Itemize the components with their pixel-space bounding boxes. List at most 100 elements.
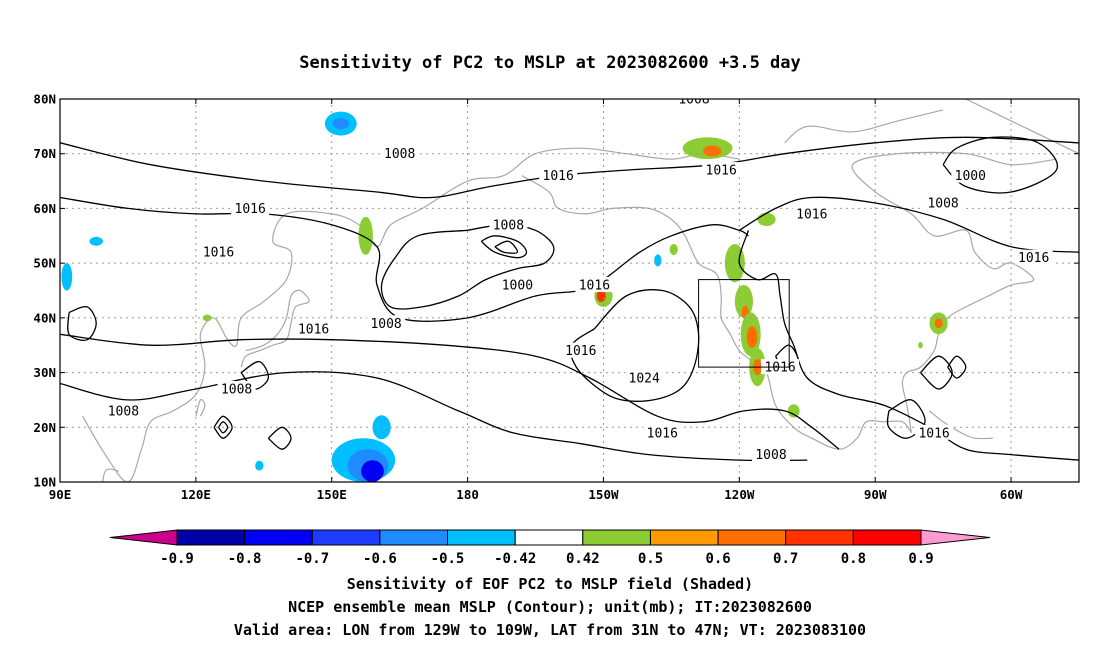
sensitivity-blob bbox=[654, 254, 662, 267]
contour-labels: 1008 1008 1016 1016 1000 1008 1016 1008 1016 1016… bbox=[104, 93, 1053, 463]
sensitivity-blob bbox=[372, 415, 391, 440]
contour-label: 1016 bbox=[764, 361, 795, 376]
colorbar-bin bbox=[514, 529, 584, 546]
colorbar-bin bbox=[582, 529, 651, 546]
colorbar-bin bbox=[379, 529, 448, 546]
colorbar-bin bbox=[717, 529, 787, 546]
colorbar-tick-label: 0.8 bbox=[841, 551, 866, 567]
mslp-contour bbox=[213, 415, 233, 439]
colorbar-bin bbox=[311, 529, 381, 546]
sensitivity-blob bbox=[202, 314, 212, 322]
contour-label: 1024 bbox=[629, 372, 660, 387]
contour-label: 1016 bbox=[543, 169, 574, 184]
contour-label: 1016 bbox=[579, 279, 610, 294]
contour-label-bg bbox=[924, 195, 963, 210]
mslp-contour bbox=[60, 371, 808, 462]
x-tick-label: 60W bbox=[1000, 487, 1023, 502]
contour-label: 1016 bbox=[298, 322, 329, 337]
contour-label-bg bbox=[217, 381, 256, 396]
contour-label: 1016 bbox=[1018, 251, 1049, 266]
x-tick-label: 150W bbox=[588, 487, 619, 502]
contour-label-bg bbox=[104, 402, 143, 418]
mslp-contour bbox=[920, 355, 953, 390]
mslp-contour bbox=[217, 421, 229, 434]
colorbar-bin bbox=[785, 529, 854, 546]
colorbar-low-triangle bbox=[109, 529, 178, 546]
contour-label-bg bbox=[915, 424, 954, 440]
colorbar-bin bbox=[447, 529, 516, 546]
contour-label-bg bbox=[625, 370, 664, 385]
coastline bbox=[195, 398, 206, 417]
mslp-contour bbox=[60, 196, 749, 322]
x-tick-label: 120W bbox=[724, 487, 755, 502]
mslp-contour bbox=[60, 333, 840, 450]
colorbar-tick-label: 0.9 bbox=[908, 551, 933, 567]
coastline bbox=[240, 289, 310, 368]
colorbar-tick-label: -0.7 bbox=[295, 551, 329, 567]
mslp-contour bbox=[267, 426, 292, 450]
mslp-contour bbox=[569, 289, 700, 402]
contour-label-bg bbox=[675, 99, 713, 106]
mslp-contour bbox=[480, 235, 528, 259]
sensitivity-blob bbox=[358, 216, 373, 255]
contour-label-bg bbox=[539, 167, 578, 183]
contour-label-bg bbox=[792, 205, 831, 221]
contour-label: 1008 bbox=[221, 383, 252, 398]
contour-label: 1008 bbox=[755, 448, 786, 463]
x-tick-label: 90E bbox=[49, 487, 72, 502]
mslp-contour bbox=[942, 136, 1058, 194]
caption-line-3: Valid area: LON from 129W to 109W, LAT f… bbox=[234, 621, 866, 639]
y-tick-label: 10N bbox=[33, 475, 56, 490]
mslp-contours bbox=[60, 136, 1079, 462]
contour-label-bg bbox=[231, 200, 270, 216]
colorbar-tick-label: -0.8 bbox=[228, 551, 262, 567]
colorbar bbox=[109, 529, 991, 546]
chart-title: Sensitivity of PC2 to MSLP at 2023082600… bbox=[299, 53, 801, 73]
sensitivity-shading bbox=[61, 111, 948, 482]
colorbar-bin bbox=[650, 529, 719, 546]
colorbar-tick-label: 0.42 bbox=[566, 551, 600, 567]
sensitivity-blob bbox=[746, 326, 758, 348]
axis-ticks: 90E 120E 150E 180 150W 120W 90W 60W 80N 70N 60N 50N… bbox=[33, 92, 1079, 502]
colorbar-bin bbox=[244, 529, 313, 546]
sensitivity-blob bbox=[934, 318, 943, 329]
sensitivity-blob bbox=[703, 145, 722, 157]
colorbar-tick-label: -0.5 bbox=[431, 551, 465, 567]
y-tick-label: 20N bbox=[33, 420, 56, 435]
contour-label-bg bbox=[498, 277, 537, 292]
contour-label-bg bbox=[575, 277, 614, 292]
mslp-contour bbox=[67, 305, 97, 341]
contour-label: 1016 bbox=[647, 426, 678, 441]
colorbar-tick-label: -0.6 bbox=[363, 551, 397, 567]
contour-label-bg bbox=[561, 342, 600, 358]
contour-label: 1016 bbox=[565, 344, 596, 359]
sensitivity-blob bbox=[361, 460, 384, 482]
colorbar-tick-labels: -0.9 -0.8 -0.7 -0.6 -0.5 -0.42 0.42 0.5 … bbox=[160, 551, 934, 567]
mslp-contour bbox=[947, 355, 967, 379]
contour-label: 1000 bbox=[502, 279, 533, 294]
y-tick-label: 50N bbox=[33, 256, 56, 271]
sensitivity-blob bbox=[918, 341, 923, 349]
x-tick-label: 120E bbox=[181, 487, 211, 502]
coastline bbox=[784, 109, 944, 144]
contour-label: 1008 bbox=[108, 404, 139, 419]
contour-label: 1016 bbox=[796, 207, 827, 222]
y-tick-label: 60N bbox=[33, 201, 56, 216]
y-tick-label: 30N bbox=[33, 365, 56, 380]
contour-label-bg bbox=[380, 145, 419, 161]
caption-line-2: NCEP ensemble mean MSLP (Contour); unit(… bbox=[288, 598, 812, 616]
colorbar-tick-label: 0.5 bbox=[638, 551, 663, 567]
x-tick-label: 150E bbox=[317, 487, 347, 502]
contour-label-bg bbox=[643, 424, 682, 440]
contour-label: 1008 bbox=[370, 317, 401, 332]
valid-area-rectangle bbox=[698, 279, 790, 368]
coastline bbox=[965, 99, 1079, 155]
sensitivity-blob bbox=[787, 404, 800, 418]
colorbar-bin bbox=[852, 529, 922, 546]
coastline bbox=[521, 175, 912, 450]
contour-label: 1008 bbox=[678, 93, 709, 108]
lat-lon-gridlines bbox=[60, 99, 1079, 482]
map-plot-area: 1008 1008 1016 1016 1000 1008 1016 1008 1016 1016… bbox=[60, 93, 1079, 482]
sensitivity-blob bbox=[669, 244, 678, 255]
mslp-contour bbox=[494, 240, 519, 254]
